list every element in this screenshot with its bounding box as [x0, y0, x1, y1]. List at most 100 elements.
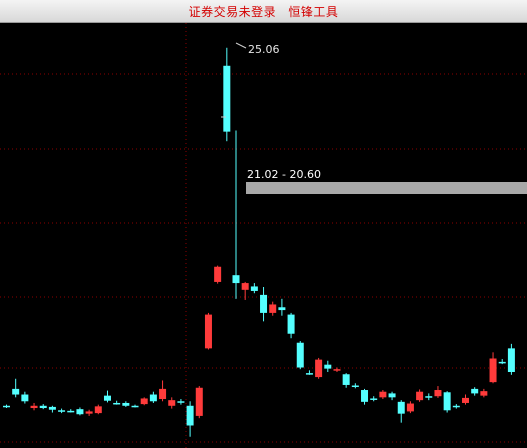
candle [223, 47, 231, 142]
candle [12, 378, 20, 398]
candle-body [39, 405, 47, 409]
candle-body [204, 314, 212, 349]
candle-body [434, 390, 442, 397]
candle [489, 352, 497, 384]
candle [177, 399, 185, 405]
candle [67, 409, 75, 413]
candle-body [67, 410, 75, 413]
candle [48, 405, 56, 413]
candle-body [195, 387, 203, 416]
candle [351, 383, 359, 389]
candle-body [232, 275, 240, 284]
candle [85, 409, 93, 416]
candle [30, 402, 38, 411]
candle [315, 357, 323, 379]
candle-body [287, 314, 295, 334]
candle-body [388, 393, 396, 398]
candle [434, 386, 442, 398]
candle-body [324, 364, 332, 369]
candle-body [480, 391, 488, 396]
range-tooltip-bar [246, 182, 527, 194]
candle [131, 404, 139, 408]
candle-body [168, 400, 176, 406]
candle [452, 404, 460, 409]
candle-body [296, 342, 304, 368]
login-status-text: 证券交易未登录 [188, 5, 277, 19]
candle [296, 341, 304, 370]
candle [3, 404, 10, 409]
candle-body [85, 411, 93, 414]
candle-body [462, 397, 469, 403]
candle [305, 370, 313, 375]
candlestick-chart[interactable]: 25.06 21.02 - 20.60 [0, 23, 527, 448]
candle-body [3, 405, 10, 408]
candle-body [379, 391, 387, 398]
candle-body [140, 398, 148, 405]
candle [149, 391, 157, 403]
candle-body [315, 359, 323, 378]
candle [94, 404, 102, 415]
candle [324, 360, 332, 373]
candle [287, 312, 295, 339]
candle [342, 373, 350, 388]
candle [103, 390, 111, 403]
candle [250, 283, 258, 294]
candle-body [149, 394, 157, 402]
candle-body [76, 409, 84, 415]
candle [140, 397, 148, 406]
candle-body [186, 405, 194, 426]
candle-body [370, 398, 378, 400]
title-bar: 证券交易未登录 恒锋工具 [0, 0, 527, 23]
candle [232, 130, 240, 299]
candle [260, 287, 268, 322]
candle [186, 401, 194, 437]
candle [498, 359, 506, 365]
candle [278, 298, 286, 316]
candle-body [305, 373, 313, 375]
candle-body [113, 402, 121, 405]
candle [462, 394, 469, 405]
candle [122, 401, 130, 407]
candle [76, 407, 84, 416]
candle-body [159, 388, 167, 400]
candle-body [489, 358, 497, 383]
candle [361, 388, 369, 405]
annotations-layer: 25.06 21.02 - 20.60 [221, 42, 527, 194]
candle [443, 391, 451, 413]
candle-body [58, 410, 66, 412]
candle [39, 404, 47, 410]
candle [425, 393, 433, 401]
candle-body [103, 395, 111, 401]
high-marker-line [235, 42, 247, 49]
candle-body [223, 65, 231, 132]
candle [471, 387, 479, 396]
candle-body [342, 374, 350, 385]
candle-body [406, 403, 414, 412]
candle [333, 367, 341, 373]
candle-body [21, 394, 29, 402]
candle-body [397, 401, 405, 414]
candle [269, 301, 277, 316]
candle [21, 391, 29, 404]
candle-body [471, 388, 479, 394]
candle-body [361, 390, 369, 402]
candle-body [250, 286, 258, 291]
candle [195, 386, 203, 419]
candle-body [48, 406, 56, 410]
candle-body [241, 283, 249, 290]
candle-body [278, 307, 286, 311]
candle-body [30, 405, 38, 409]
candle [113, 400, 121, 405]
candle [507, 343, 515, 375]
candle [397, 400, 405, 423]
grid-lines [0, 23, 527, 448]
candle [416, 389, 424, 402]
candle-body [214, 266, 222, 282]
candle [214, 265, 222, 284]
candles-layer [3, 47, 515, 437]
tool-name-text: 恒锋工具 [288, 5, 339, 19]
candle [388, 391, 396, 401]
range-price-label: 21.02 - 20.60 [247, 168, 321, 181]
candle [370, 396, 378, 402]
candle-body [260, 294, 268, 313]
